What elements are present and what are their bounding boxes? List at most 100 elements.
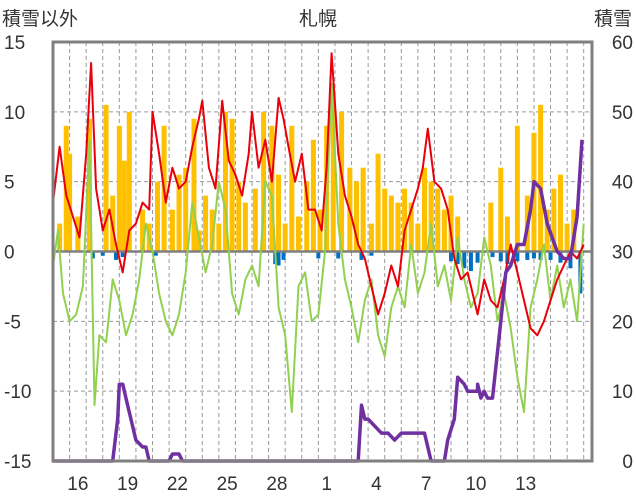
precip-bar (209, 209, 215, 252)
right-tick-label: 60 (612, 33, 633, 54)
snow-depth-line (53, 139, 584, 463)
precip-bar (448, 195, 454, 252)
precip-bar (551, 188, 557, 252)
right-tick-label: 20 (612, 312, 633, 333)
snow-change-bar (475, 251, 480, 263)
precip-bar (395, 202, 401, 252)
precip-bar (441, 209, 447, 252)
precip-bar (514, 125, 520, 252)
snow-change-bar (316, 251, 321, 259)
precip-bar (402, 188, 408, 252)
precip-bar (282, 223, 288, 252)
x-tick-label: 19 (117, 474, 138, 495)
precip-bar (252, 188, 258, 252)
precip-bar (140, 209, 146, 252)
precip-bar (304, 181, 310, 252)
precip-bar (121, 160, 127, 252)
precip-bar (57, 223, 63, 252)
temperature-line (52, 52, 585, 337)
precip-bar (261, 111, 267, 252)
snow-change-bar (538, 251, 543, 260)
precip-bar (488, 202, 494, 252)
precip-bar (169, 209, 175, 252)
left-tick-label: -10 (4, 382, 31, 403)
x-tick-label: 22 (167, 474, 188, 495)
precip-bar (176, 174, 182, 252)
series-lines (52, 52, 585, 463)
x-tick-label: 1 (321, 474, 332, 495)
snow-change-bar (120, 251, 125, 258)
snow-change-bar (276, 251, 281, 266)
snow-change-bar (90, 251, 95, 259)
precip-bar (421, 167, 427, 252)
right-tick-label: 10 (612, 382, 633, 403)
left-tick-label: -15 (4, 452, 31, 473)
x-tick-label: 28 (266, 474, 287, 495)
snow-change-bar (281, 251, 286, 260)
precip-bar (191, 118, 197, 252)
precip-bar (504, 216, 510, 252)
precip-bar (242, 202, 248, 252)
x-tick-label: 4 (371, 474, 382, 495)
precip-bar (564, 223, 570, 252)
precip-bar (360, 167, 366, 252)
precip-bar (538, 104, 544, 252)
snow-change-bar (490, 251, 495, 258)
precip-bar (388, 195, 394, 252)
precip-bar (276, 174, 282, 252)
precip-bar (183, 167, 189, 252)
snow-change-bar (100, 251, 105, 256)
precip-bar (295, 216, 301, 252)
precip-bar (382, 188, 388, 252)
snow-change-bar (498, 251, 503, 262)
snow-change-bar (369, 251, 374, 256)
precip-bar (236, 181, 242, 252)
precip-bar (126, 111, 132, 252)
left-tick-label: 5 (4, 173, 15, 194)
precip-bar (317, 209, 323, 252)
precip-bar (339, 111, 345, 252)
tick-labels: -15 -10 -5 0 5 10 15 0 10 20 30 40 50 60 16 19 22 25 28 1 4 7… (4, 33, 633, 495)
x-tick-label: 7 (421, 474, 432, 495)
snow-change-bar (359, 251, 364, 260)
precip-bar (498, 167, 504, 252)
left-tick-label: 10 (4, 103, 25, 124)
precip-bar (289, 125, 295, 252)
precip-bar (408, 202, 414, 252)
snow-change-bar (525, 251, 530, 260)
precip-bar (415, 223, 421, 252)
precip-bar (330, 90, 336, 252)
snow-change-bar (114, 251, 119, 260)
plot-frame (51, 40, 594, 463)
snow-change-bar (548, 251, 553, 260)
x-tick-label: 16 (67, 474, 88, 495)
x-tick-label: 10 (465, 474, 486, 495)
right-axis-label: 積雪 (594, 8, 632, 30)
snow-change-bar (153, 251, 158, 256)
precip-bar (353, 181, 359, 252)
precip-bar (428, 181, 434, 252)
precip-bar (368, 223, 374, 252)
snow-change-bar (468, 251, 473, 272)
left-tick-label: 15 (4, 33, 25, 54)
precip-bar (116, 125, 122, 252)
precip-bar (557, 174, 563, 252)
snow-change-bar (455, 251, 460, 265)
precip-bar (216, 223, 222, 252)
precip-bar (222, 111, 228, 252)
snow-change-bar (515, 251, 520, 262)
right-tick-label: 40 (612, 173, 633, 194)
x-tick-label: 25 (217, 474, 238, 495)
precip-bar (67, 153, 73, 252)
chart-title: 札幌 (299, 8, 337, 30)
precip-bar (269, 125, 275, 252)
precip-bar (203, 195, 209, 252)
dewpoint-line (52, 82, 585, 414)
snow-change-bar (336, 251, 341, 259)
snow-change-bar (449, 251, 454, 262)
left-axis-label: 積雪以外 (2, 8, 78, 30)
left-tick-label: 0 (4, 243, 15, 264)
precip-bar (154, 181, 160, 252)
right-tick-label: 0 (622, 452, 633, 473)
